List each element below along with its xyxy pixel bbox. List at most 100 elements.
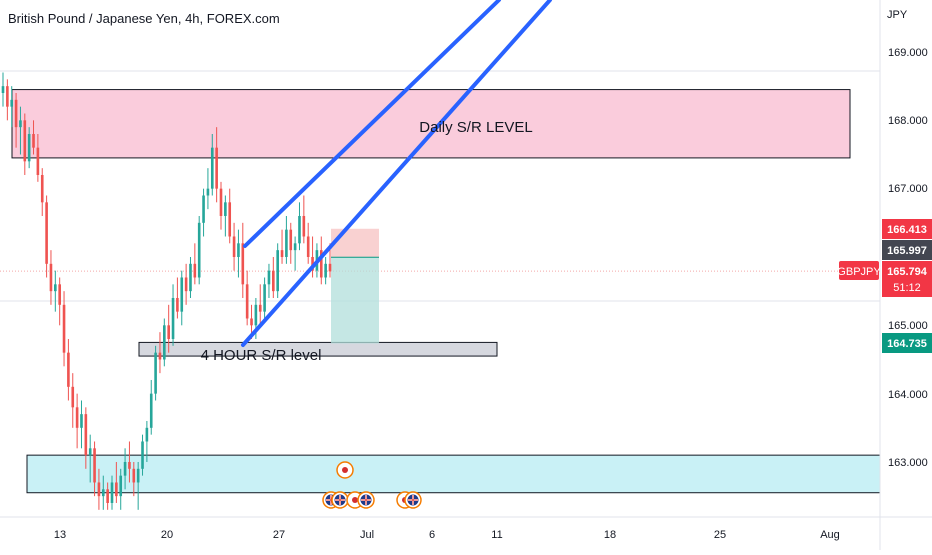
candle <box>163 318 166 367</box>
candle-body <box>36 147 40 175</box>
candle-body <box>250 318 253 326</box>
candle <box>276 243 279 298</box>
candle-body <box>19 120 22 128</box>
y-tick-label: 169.000 <box>888 47 928 59</box>
candle-body <box>232 236 236 257</box>
candle <box>23 113 27 175</box>
candle-body <box>224 202 227 216</box>
position-target-box <box>331 257 379 344</box>
candle <box>298 202 301 251</box>
candle <box>224 195 227 237</box>
candle <box>193 243 197 285</box>
candle-body <box>84 414 88 456</box>
candle <box>58 277 61 326</box>
candle-body <box>245 284 249 319</box>
candle-body <box>180 277 184 312</box>
sl-price-label: 166.413 <box>882 219 932 239</box>
position-stop-box <box>331 228 379 258</box>
y-tick-label: 165.000 <box>888 320 928 332</box>
candle-body <box>197 222 201 278</box>
candle <box>311 236 314 278</box>
candle <box>101 475 105 510</box>
candle <box>206 168 210 210</box>
candle-body <box>93 448 96 483</box>
trendlines-layer <box>241 0 552 347</box>
candle-body <box>319 250 323 278</box>
candle <box>141 434 144 476</box>
symbol-tag-bg <box>839 261 879 280</box>
entry-price-label-bg <box>882 240 932 260</box>
candle-body <box>128 461 131 469</box>
tp-price-label: 164.735 <box>882 333 932 353</box>
candle <box>32 120 35 155</box>
candle-body <box>54 284 57 292</box>
last-price-label: 165.794 51:12 GBPJPY <box>837 261 932 297</box>
flag-dot <box>342 467 348 473</box>
event-marker-gb[interactable] <box>357 491 375 509</box>
candle-body <box>71 386 75 408</box>
candle <box>67 338 70 401</box>
candle-body <box>154 352 157 394</box>
candle-body <box>258 304 262 312</box>
candle <box>176 277 179 319</box>
candle <box>36 133 40 182</box>
low-zone <box>26 454 881 494</box>
candle-body <box>40 174 44 203</box>
daily-zone-label: Daily S/R LEVEL <box>419 119 532 136</box>
candle <box>154 345 157 401</box>
candle <box>267 263 271 298</box>
candle <box>306 222 310 264</box>
candle-body <box>263 284 266 312</box>
grid-layer <box>0 70 880 302</box>
entry-price-label-text: 165.997 <box>887 245 927 257</box>
candle <box>197 215 201 285</box>
y-tick-label: 163.000 <box>888 457 928 469</box>
event-marker-gb[interactable] <box>404 491 422 509</box>
candle-body <box>97 482 101 497</box>
candle-body <box>289 229 293 251</box>
x-tick-label: 20 <box>161 529 173 541</box>
candle-body <box>145 427 149 442</box>
candle-body <box>10 99 14 107</box>
candle-body <box>101 489 105 497</box>
x-tick-label: 11 <box>491 529 502 541</box>
x-tick-label: 6 <box>429 529 435 541</box>
candle-body <box>176 297 179 312</box>
x-tick-label: 27 <box>273 529 285 541</box>
candle-body <box>272 270 275 292</box>
candle-body <box>23 120 27 162</box>
zones-layer <box>11 89 881 494</box>
candle <box>219 181 223 230</box>
x-tick-label: 18 <box>604 529 616 541</box>
candle-body <box>106 489 109 503</box>
candle <box>54 270 57 312</box>
position-layer <box>331 228 379 344</box>
candle-body <box>280 250 284 257</box>
candle <box>202 188 205 237</box>
candle-body <box>228 202 232 237</box>
candle <box>180 270 184 326</box>
candle <box>128 441 131 483</box>
candle <box>228 188 232 244</box>
candle-body <box>62 304 66 353</box>
candle-body <box>1 86 5 93</box>
x-tick-label: 25 <box>714 529 726 541</box>
candle <box>27 127 31 169</box>
y-tick-label: 167.000 <box>888 183 928 195</box>
candle <box>110 475 114 510</box>
candle-body <box>298 215 301 244</box>
candle-body <box>136 468 140 483</box>
event-marker-gb[interactable] <box>331 491 349 509</box>
candle <box>237 229 240 278</box>
candle <box>62 291 66 367</box>
candle <box>75 393 79 449</box>
event-marker-jp-top[interactable] <box>336 461 354 479</box>
candle-body <box>27 133 31 162</box>
candle <box>19 106 22 155</box>
candle-body <box>302 215 306 237</box>
candle-body <box>32 133 35 148</box>
candle-body <box>167 325 170 339</box>
candle-body <box>132 468 136 483</box>
